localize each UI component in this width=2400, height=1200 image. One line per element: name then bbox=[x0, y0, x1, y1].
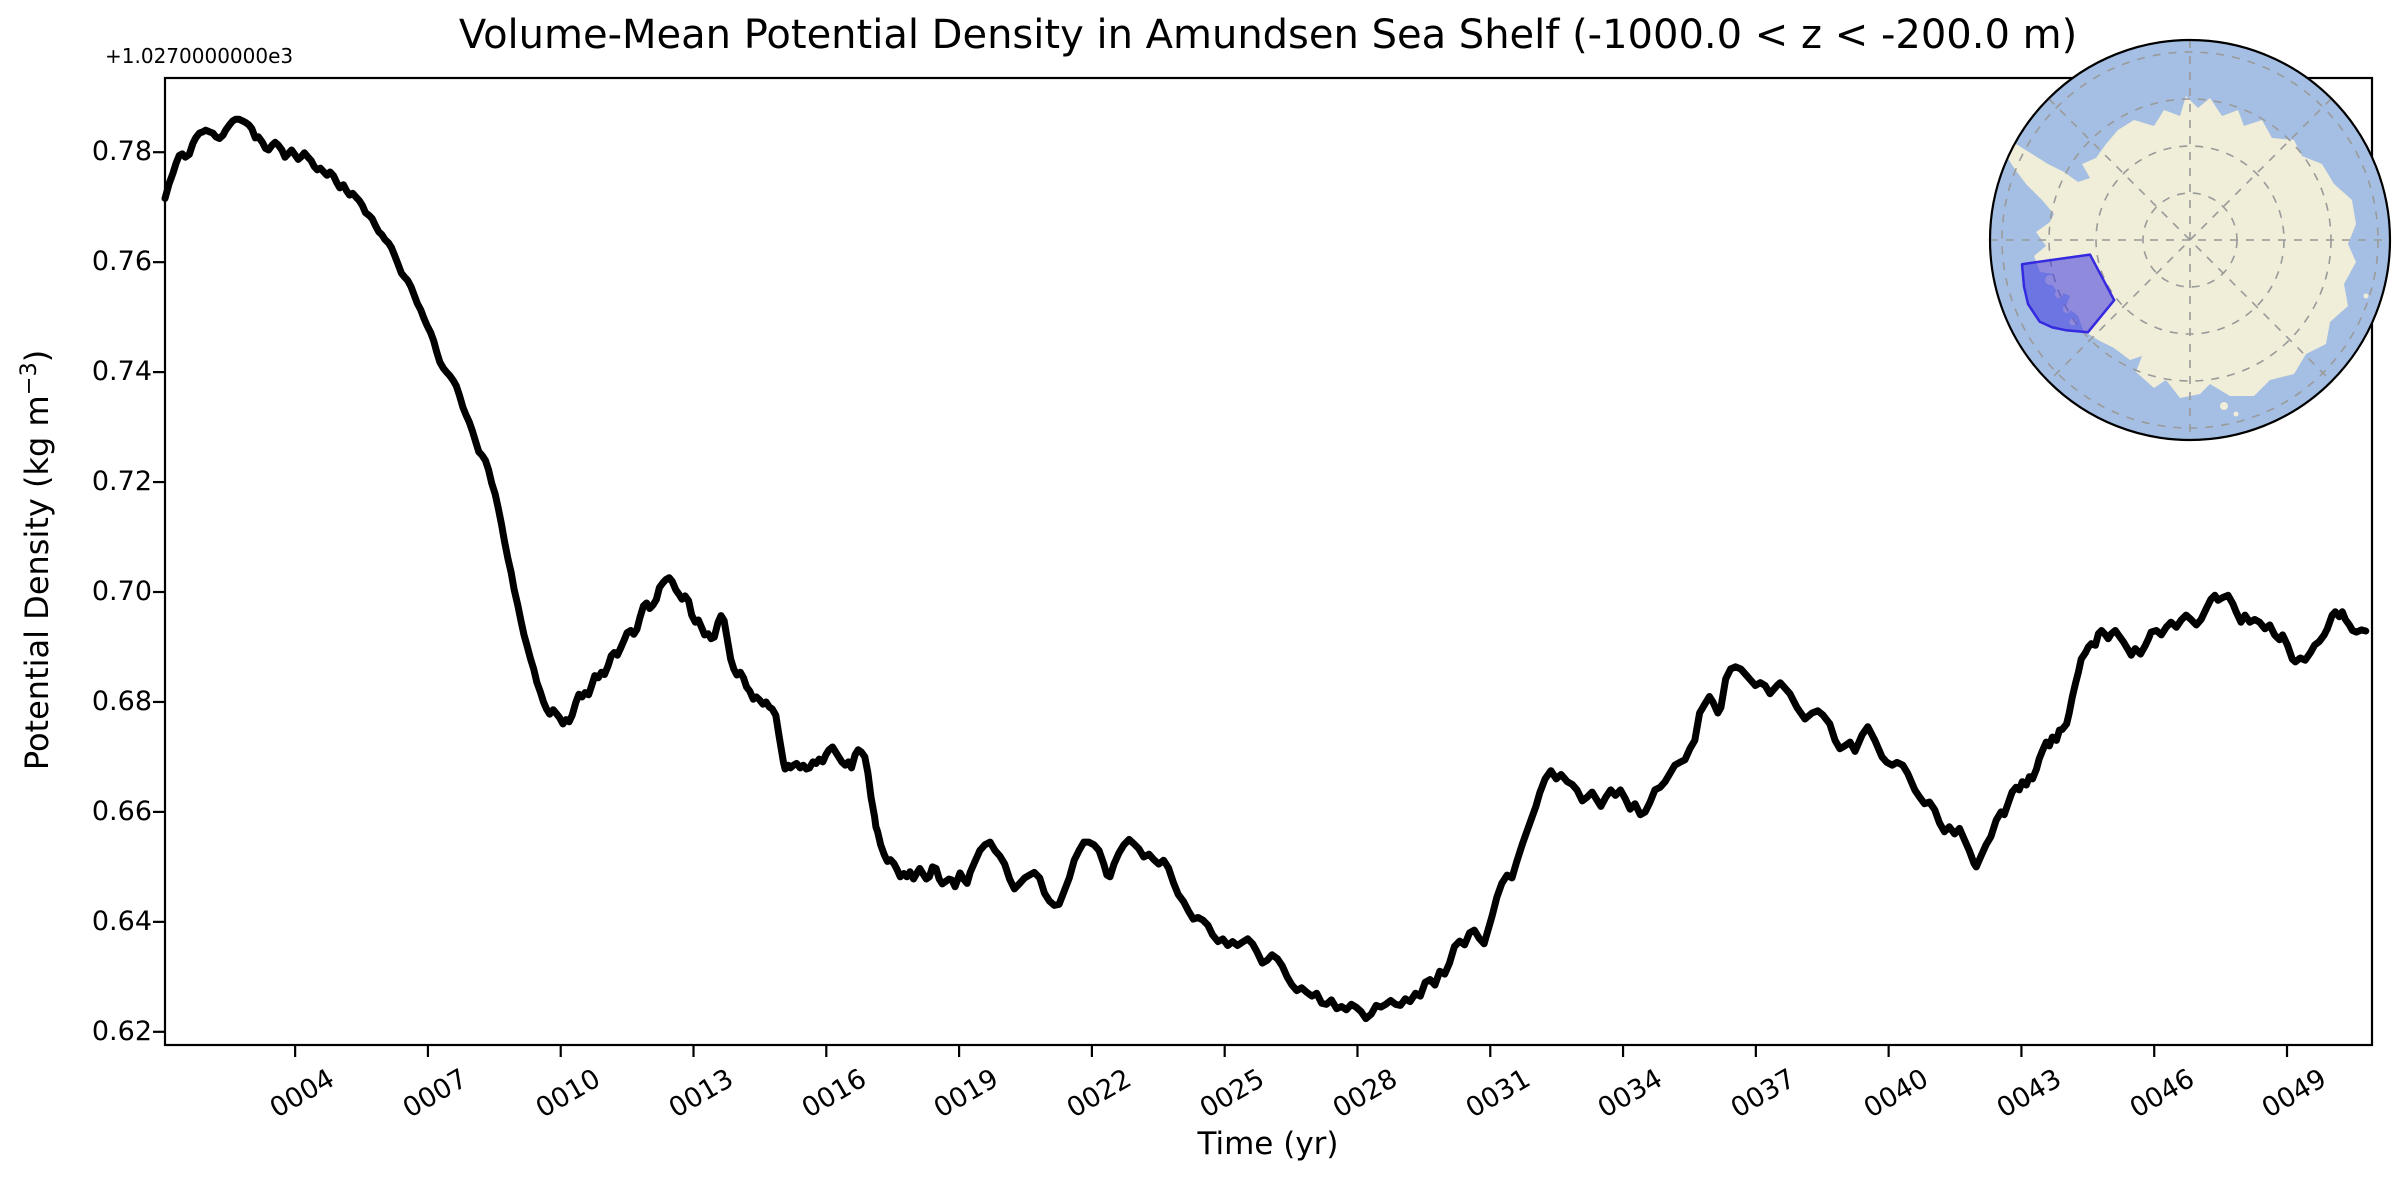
y-tick-label: 0.76 bbox=[91, 246, 152, 278]
y-axis-label: Potential Density (kg m−3) bbox=[16, 350, 56, 770]
inset-ocean bbox=[1990, 40, 2390, 440]
y-tick-label: 0.74 bbox=[91, 356, 152, 388]
y-axis-label-superscript: −3 bbox=[16, 362, 43, 396]
plot-frame bbox=[163, 76, 2374, 1047]
y-tick-label: 0.70 bbox=[91, 576, 152, 607]
inset-island bbox=[2063, 305, 2071, 313]
inset-graticule-meridian bbox=[2048, 98, 2332, 382]
inset-map-antarctica bbox=[1990, 40, 2390, 440]
x-tick-label: 0046 bbox=[2124, 1063, 2200, 1125]
x-tick-label: 0037 bbox=[1725, 1063, 1801, 1125]
y-axis-label-close: ) bbox=[17, 349, 56, 363]
inset-island bbox=[2055, 290, 2063, 298]
x-tick-label: 0049 bbox=[2257, 1063, 2333, 1125]
inset-island bbox=[2057, 213, 2067, 223]
y-axis-label-text: Potential Density (kg m bbox=[17, 395, 56, 771]
inset-globe-outline bbox=[1988, 38, 2392, 442]
x-tick-label: 0040 bbox=[1858, 1063, 1934, 1125]
x-tick-label: 0007 bbox=[397, 1063, 473, 1125]
x-tick-label: 0010 bbox=[530, 1063, 606, 1125]
y-tick-label: 0.64 bbox=[91, 905, 152, 937]
density-time-series-line bbox=[161, 115, 2370, 1023]
inset-island bbox=[2363, 293, 2369, 299]
x-tick-label: 0043 bbox=[1991, 1063, 2067, 1125]
x-tick-label: 0028 bbox=[1327, 1063, 1403, 1125]
y-tick-label: 0.62 bbox=[91, 1015, 152, 1047]
x-tick-label: 0004 bbox=[265, 1063, 341, 1125]
inset-island bbox=[2070, 226, 2078, 234]
chart-title: Volume-Mean Potential Density in Amundse… bbox=[458, 12, 2078, 58]
inset-graticule-meridian bbox=[2048, 98, 2332, 382]
x-tick-label: 0025 bbox=[1194, 1063, 1270, 1125]
inset-antarctica-landmass bbox=[2004, 96, 2356, 398]
y-tick-label: 0.66 bbox=[91, 795, 152, 827]
x-tick-label: 0031 bbox=[1460, 1063, 1536, 1125]
inset-amundsen-region-highlight bbox=[2020, 253, 2116, 334]
inset-island bbox=[2233, 411, 2239, 417]
y-tick-label: 0.68 bbox=[91, 685, 152, 717]
inset-island bbox=[2053, 233, 2059, 239]
y-axis-offset-text: +1.0270000000e3 bbox=[105, 44, 294, 68]
x-tick-label: 0016 bbox=[796, 1063, 872, 1125]
x-tick-label: 0034 bbox=[1593, 1063, 1669, 1125]
x-tick-label: 0022 bbox=[1061, 1063, 1137, 1125]
inset-graticule-circle bbox=[2095, 145, 2285, 335]
inset-island bbox=[2045, 275, 2055, 285]
inset-graticule-circle bbox=[2048, 98, 2332, 382]
inset-graticule-circle bbox=[2142, 192, 2238, 288]
inset-island bbox=[2220, 402, 2228, 410]
x-axis-label: Time (yr) bbox=[1197, 1126, 1339, 1162]
inset-graticule-circle bbox=[2001, 51, 2379, 429]
y-tick-label: 0.78 bbox=[91, 136, 152, 168]
x-tick-label: 0013 bbox=[663, 1063, 739, 1125]
y-tick-label: 0.72 bbox=[91, 466, 152, 498]
inset-island bbox=[2069, 318, 2077, 326]
x-tick-label: 0019 bbox=[929, 1063, 1005, 1125]
